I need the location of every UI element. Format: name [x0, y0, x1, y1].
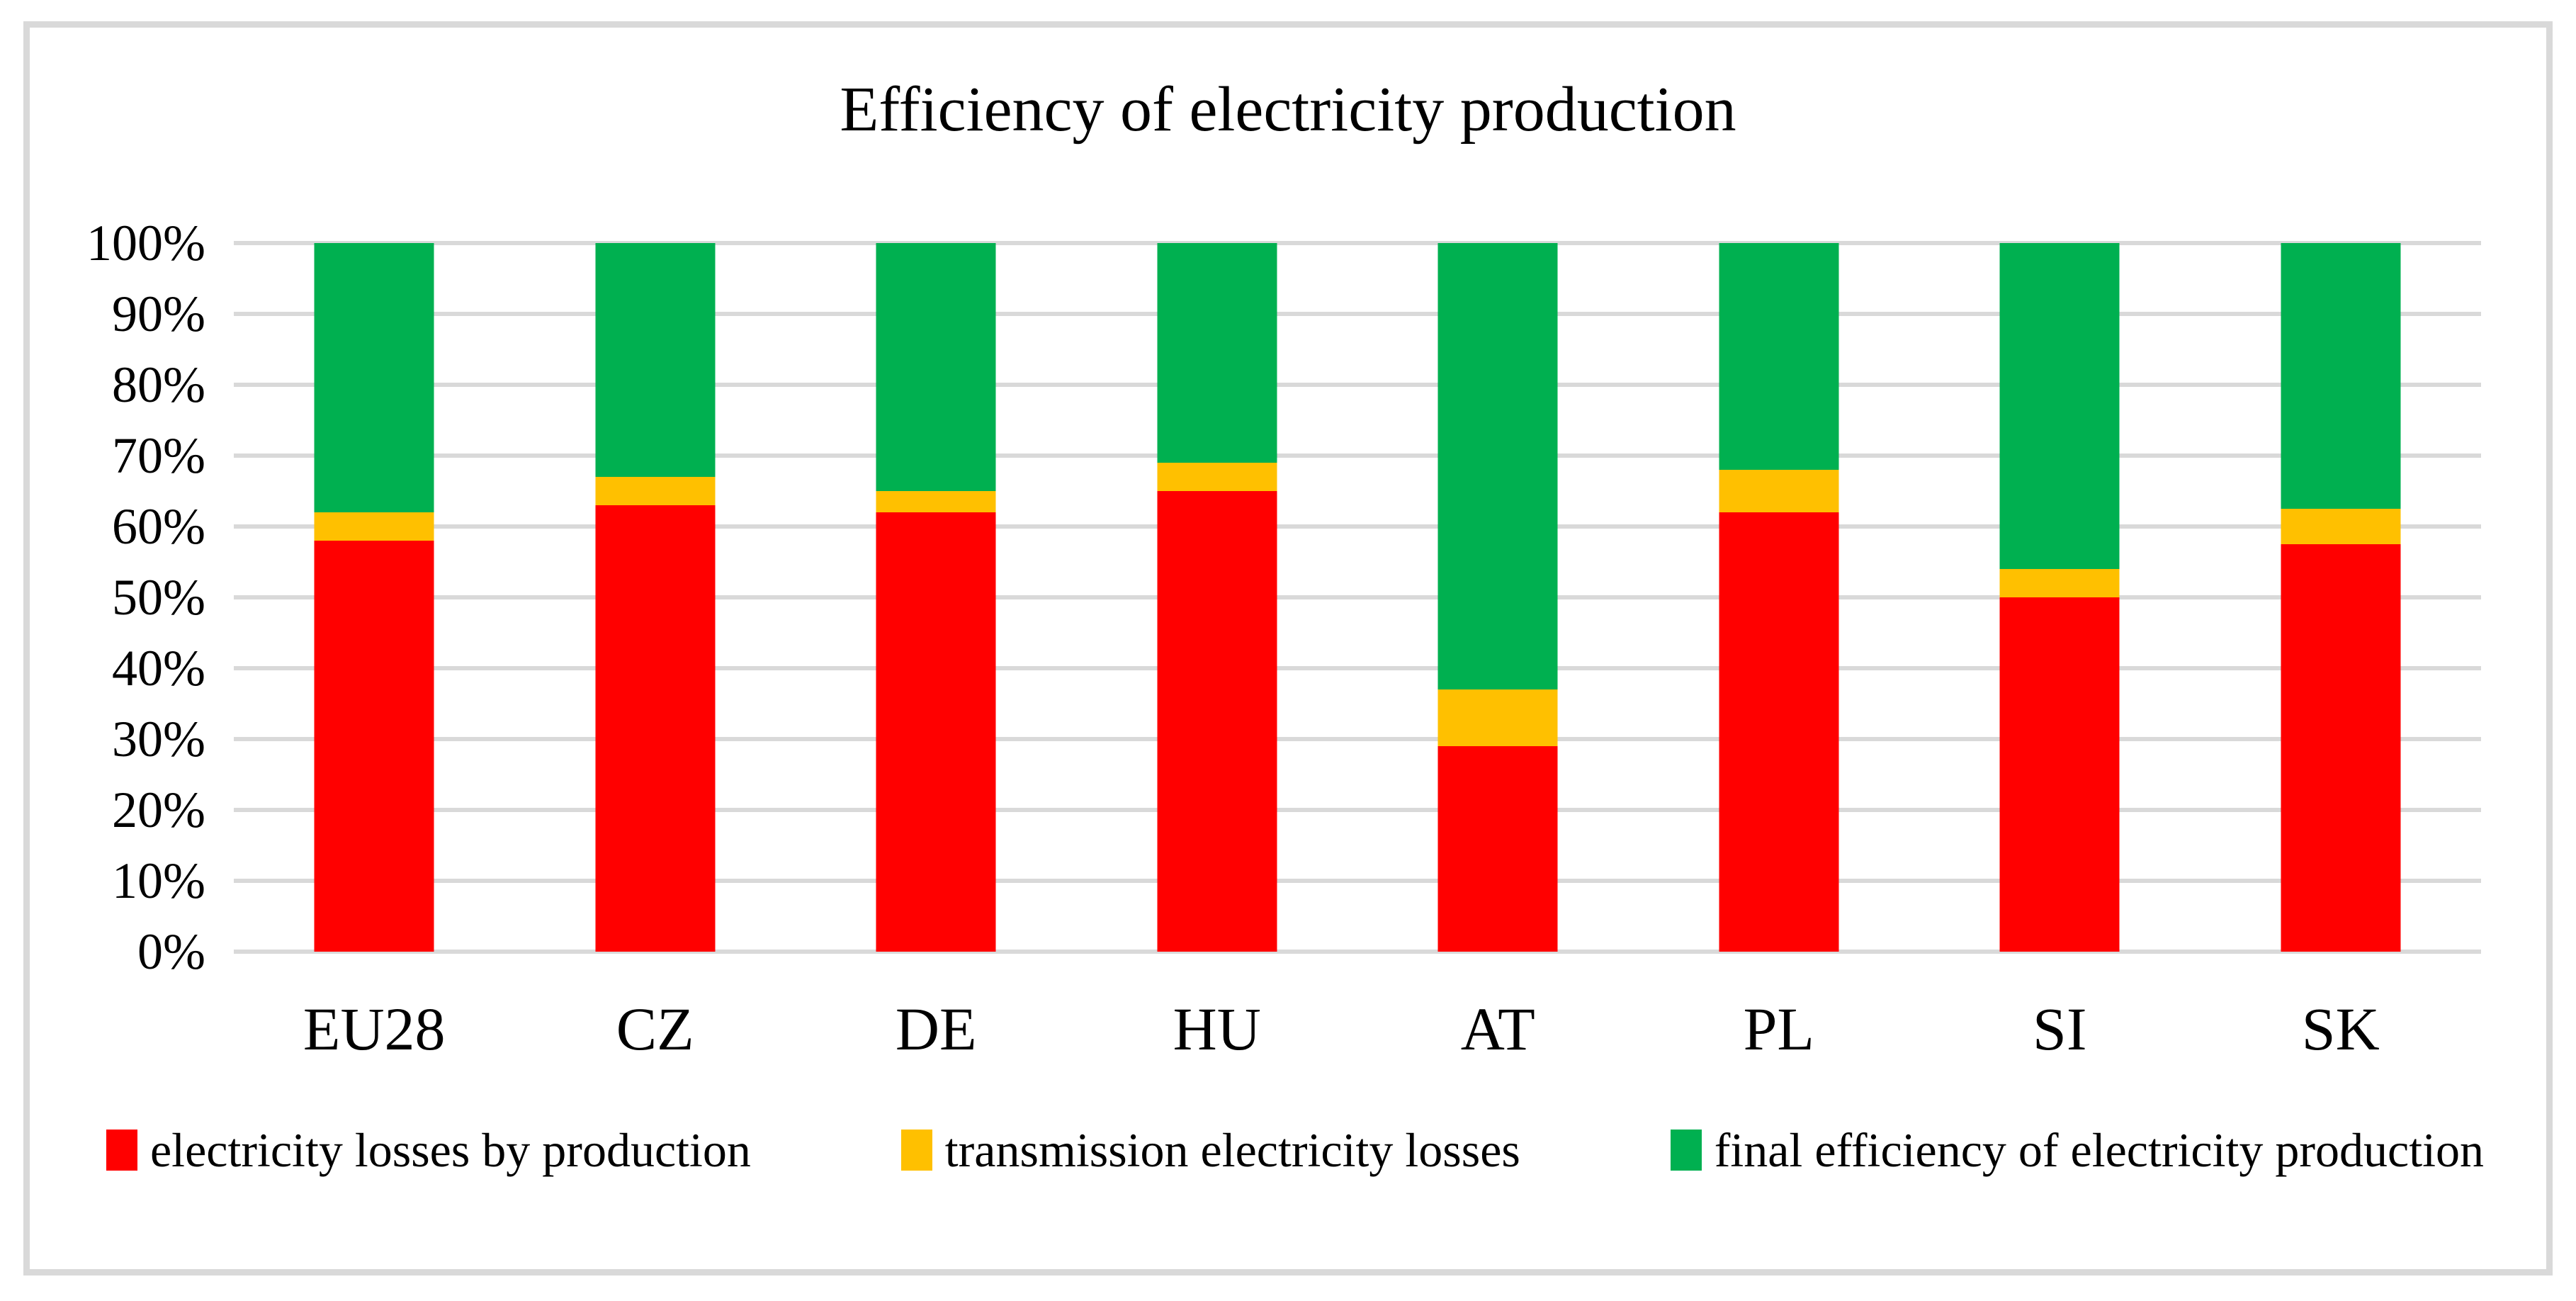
- y-axis-tick-label: 10%: [112, 852, 205, 909]
- bar-slot: [1077, 243, 1358, 952]
- legend-label: final efficiency of electricity producti…: [1714, 1123, 2484, 1177]
- legend-label: electricity losses by production: [150, 1123, 751, 1177]
- x-axis-category-label: EU28: [303, 995, 446, 1063]
- chart-frame: [23, 21, 2553, 1275]
- gridline: [234, 524, 2481, 529]
- bar-segment: [1437, 746, 1558, 952]
- y-axis-tick-label: 100%: [86, 215, 205, 271]
- gridline: [234, 241, 2481, 245]
- y-axis-tick-label: 20%: [112, 782, 205, 838]
- gridline: [234, 454, 2481, 458]
- legend-swatch: [900, 1130, 932, 1171]
- gridline: [234, 312, 2481, 316]
- bar-column: [595, 243, 716, 952]
- bar-column: [1719, 243, 1839, 952]
- bar-column: [2281, 243, 2401, 952]
- x-axis-category-label: PL: [1743, 995, 1814, 1063]
- legend-swatch: [1670, 1130, 1702, 1171]
- x-axis: EU28 CZ DE HU AT PL SI SK: [234, 993, 2481, 1064]
- bar-segment: [1157, 491, 1277, 952]
- bar-segment: [314, 512, 434, 541]
- gridline: [234, 595, 2481, 599]
- bar-segment: [1157, 243, 1277, 463]
- bar-column: [314, 243, 434, 952]
- x-axis-category-label: AT: [1460, 995, 1535, 1063]
- x-axis-category-label: SI: [2033, 995, 2087, 1063]
- y-axis-tick-label: 50%: [112, 569, 205, 626]
- bar-slot: [234, 243, 515, 952]
- bar-column: [1999, 243, 2120, 952]
- bar-segment: [314, 243, 434, 512]
- bar-slot: [1639, 243, 1920, 952]
- legend-item: final efficiency of electricity producti…: [1670, 1118, 2484, 1182]
- bar-segment: [876, 491, 996, 512]
- legend-swatch: [106, 1130, 137, 1171]
- bar-slot: [1919, 243, 2201, 952]
- gridline: [234, 808, 2481, 812]
- bar-segment: [1719, 470, 1839, 512]
- x-axis-category-label: DE: [895, 995, 977, 1063]
- bar-segment: [876, 243, 996, 491]
- bar-column: [1437, 243, 1558, 952]
- x-axis-category-label: HU: [1173, 995, 1261, 1063]
- y-axis-tick-label: 60%: [112, 498, 205, 555]
- y-axis: 0% 10% 20% 30% 40% 50% 60% 70% 80% 90% 100%: [28, 218, 205, 977]
- bar-slot: [515, 243, 796, 952]
- y-axis-tick-label: 70%: [112, 427, 205, 484]
- x-axis-category-label: CZ: [616, 995, 694, 1063]
- bar-column: [1157, 243, 1277, 952]
- bar-segment: [1999, 569, 2120, 597]
- bar-segment: [595, 477, 716, 505]
- legend-item: electricity losses by production: [106, 1118, 751, 1182]
- y-axis-tick-label: 40%: [112, 640, 205, 697]
- bar-segment: [1719, 512, 1839, 952]
- chart-title: Efficiency of electricity production: [840, 74, 1736, 145]
- bar-segment: [876, 512, 996, 952]
- legend: electricity losses by production transmis…: [106, 1118, 2484, 1182]
- bar-slot: [2201, 243, 2482, 952]
- bar-segment: [2281, 544, 2401, 952]
- bar-segment: [595, 505, 716, 952]
- gridline: [234, 879, 2481, 883]
- y-axis-tick-label: 30%: [112, 711, 205, 767]
- gridline: [234, 666, 2481, 670]
- legend-label: transmission electricity losses: [944, 1123, 1520, 1177]
- bar-column: [876, 243, 996, 952]
- bar-segment: [1157, 463, 1277, 491]
- bar-slot: [796, 243, 1077, 952]
- gridline: [234, 950, 2481, 954]
- bars-group: [234, 243, 2481, 952]
- bar-segment: [1719, 243, 1839, 470]
- legend-item: transmission electricity losses: [900, 1118, 1520, 1182]
- bar-segment: [2281, 509, 2401, 544]
- y-axis-tick-label: 90%: [112, 286, 205, 342]
- bar-segment: [1999, 243, 2120, 569]
- bar-segment: [1437, 689, 1558, 746]
- bar-segment: [1437, 243, 1558, 689]
- x-axis-category-label: SK: [2301, 995, 2380, 1063]
- gridline: [234, 737, 2481, 741]
- bar-segment: [2281, 243, 2401, 509]
- plot-area: [234, 241, 2481, 954]
- bar-slot: [1357, 243, 1639, 952]
- bar-segment: [595, 243, 716, 477]
- y-axis-tick-label: 80%: [112, 356, 205, 413]
- bar-segment: [1999, 597, 2120, 952]
- bar-segment: [314, 541, 434, 952]
- y-axis-tick-label: 0%: [137, 923, 205, 980]
- gridline: [234, 383, 2481, 387]
